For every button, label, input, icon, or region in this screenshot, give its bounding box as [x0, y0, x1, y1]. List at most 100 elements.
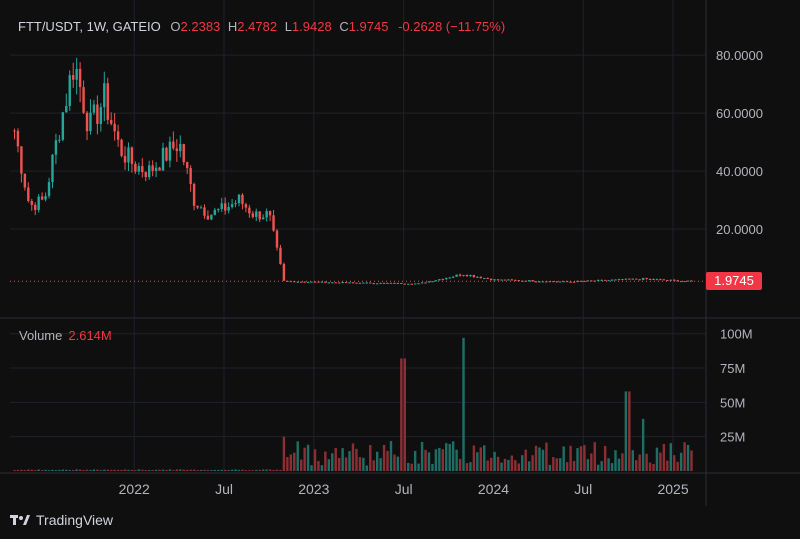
candle-body: [265, 211, 268, 218]
volume-bar: [275, 469, 279, 471]
candle-body: [230, 204, 234, 207]
volume-bar: [407, 462, 410, 471]
candle-body: [23, 173, 27, 188]
volume-bar: [424, 449, 427, 471]
volume-bar: [44, 469, 47, 471]
volume-bar: [165, 469, 168, 471]
volume-bar: [593, 442, 596, 471]
volume-bar: [400, 358, 403, 471]
candle-body: [686, 280, 690, 282]
candle-body: [203, 207, 206, 216]
volume-bar: [158, 469, 161, 471]
candle-body: [334, 282, 337, 284]
candle-body: [472, 274, 476, 278]
candle-body: [65, 105, 68, 113]
volume-bar: [317, 460, 320, 471]
volume-bar: [483, 445, 486, 471]
brand-name: TradingView: [36, 512, 114, 528]
candle-body: [324, 281, 327, 283]
volume-bar: [237, 469, 241, 471]
candle-body: [272, 215, 275, 231]
volume-bar: [282, 436, 286, 471]
volume-bar: [144, 470, 147, 471]
volume-bar: [227, 469, 230, 471]
candle-body: [424, 282, 427, 284]
volume-bar: [648, 462, 652, 471]
price-tick-label: 80.0000: [716, 48, 763, 63]
volume-bar: [621, 453, 624, 471]
candle-body: [13, 130, 16, 132]
volume-bar: [255, 469, 258, 471]
candle-body: [20, 146, 23, 174]
volume-bar: [369, 445, 372, 471]
candle-body: [327, 282, 331, 284]
candle-body: [255, 211, 258, 217]
candle-body: [610, 279, 614, 281]
volume-bar: [303, 447, 306, 471]
volume-bar: [161, 469, 165, 471]
volume-bar: [217, 469, 220, 471]
candle-body: [579, 280, 583, 282]
volume-bar: [78, 469, 82, 471]
candle-body: [179, 143, 182, 152]
volume-bar: [427, 452, 431, 471]
candle-body: [617, 279, 621, 281]
volume-bar: [20, 469, 23, 471]
candle-body: [109, 119, 113, 124]
volume-bar: [248, 470, 251, 471]
volume-bar: [199, 469, 203, 471]
volume-bar: [521, 455, 524, 471]
symbol-label[interactable]: FTT/USDT, 1W, GATEIO: [18, 19, 161, 34]
volume-bar: [375, 451, 379, 471]
volume-bar: [324, 451, 327, 471]
volume-bar: [631, 450, 634, 471]
candle-body: [141, 166, 144, 173]
volume-bar: [500, 462, 503, 471]
volume-bar: [296, 441, 299, 471]
volume-bar: [196, 470, 199, 471]
volume-bar: [279, 469, 282, 471]
volume-bar: [662, 443, 666, 471]
candle-body: [303, 281, 306, 283]
candle-body: [172, 141, 175, 149]
volume-bar: [47, 470, 51, 471]
candle-body: [61, 112, 65, 140]
candle-body: [365, 282, 369, 284]
volume-bar: [659, 452, 662, 471]
candle-body: [621, 279, 624, 281]
candle-body: [393, 282, 396, 284]
candle-body: [666, 279, 669, 281]
volume-bar: [192, 469, 196, 471]
volume-bar: [583, 445, 586, 471]
candle-body: [534, 281, 538, 283]
candle-body: [196, 205, 199, 208]
volume-bar: [417, 463, 420, 471]
volume-bar: [130, 469, 134, 471]
candle-body: [89, 112, 92, 132]
candle-body: [217, 208, 220, 210]
volume-bar: [120, 469, 123, 471]
volume-bar: [486, 460, 489, 471]
volume-bar: [548, 464, 552, 471]
candle-body: [299, 281, 303, 283]
close-value: 1.9745: [348, 19, 389, 34]
volume-bar: [372, 460, 375, 471]
low-value: 1.9428: [291, 19, 332, 34]
candle-body: [514, 279, 517, 281]
candle-body: [40, 196, 44, 200]
tradingview-brand[interactable]: TradingView: [10, 512, 113, 528]
volume-bar: [175, 469, 179, 471]
candle-body: [524, 280, 527, 282]
volume-bar: [137, 469, 141, 471]
volume-bar: [531, 455, 534, 471]
volume-bar: [479, 447, 483, 471]
candle-body: [500, 279, 503, 281]
change-value: -0.2628 (−11.75%): [398, 19, 506, 34]
candle-body: [690, 280, 693, 282]
candle-body: [641, 277, 645, 280]
ohlc-header: FTT/USDT, 1W, GATEIO O2.2383 H2.4782 L1.…: [18, 19, 505, 34]
volume-bar: [289, 454, 293, 471]
candle-body: [531, 280, 534, 282]
volume-bar: [572, 460, 576, 471]
